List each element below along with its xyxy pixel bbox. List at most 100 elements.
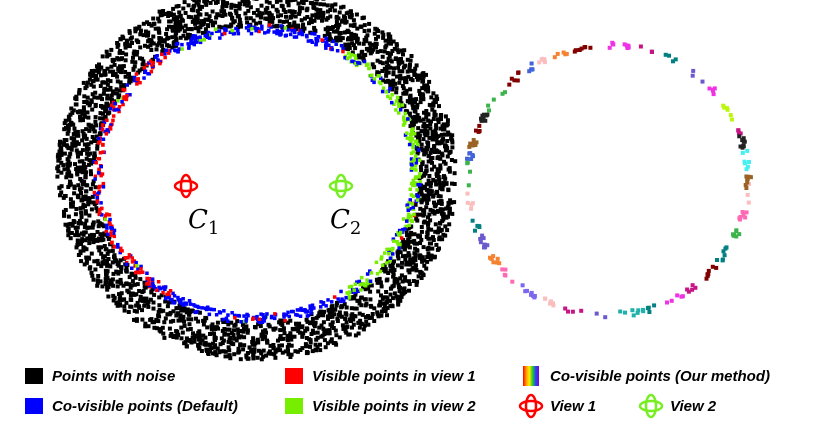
noise-point: [156, 309, 161, 314]
noise-point: [380, 69, 385, 73]
noise-point: [303, 0, 308, 2]
noise-point: [414, 263, 418, 268]
noise-point: [199, 19, 204, 24]
noise-point: [431, 194, 436, 199]
noise-point: [84, 127, 89, 132]
noise-point: [255, 337, 260, 342]
surface-point: [214, 29, 219, 33]
noise-point: [143, 324, 148, 329]
noise-point: [426, 178, 431, 183]
noise-point: [414, 116, 419, 121]
noise-point: [134, 50, 139, 54]
noise-point: [65, 162, 70, 167]
noise-point: [155, 318, 159, 323]
noise-point: [292, 20, 297, 25]
noise-point: [424, 205, 429, 210]
noise-point: [334, 333, 339, 338]
noise-point: [66, 228, 71, 233]
noise-point: [167, 326, 172, 331]
noise-point: [89, 98, 94, 103]
noise-point: [186, 3, 191, 8]
noise-point: [286, 25, 291, 30]
noise-point: [84, 255, 89, 260]
surface-point: [226, 313, 230, 317]
noise-point: [101, 255, 106, 260]
noise-point: [368, 45, 373, 50]
surface-point: [394, 108, 398, 112]
noise-point: [58, 139, 63, 144]
surface-point: [397, 228, 402, 233]
covisible-point: [690, 283, 695, 288]
noise-point: [258, 324, 263, 329]
surface-point: [228, 30, 233, 35]
noise-point: [312, 28, 317, 32]
noise-point: [184, 344, 189, 349]
noise-point: [338, 35, 343, 40]
noise-point: [215, 0, 220, 4]
surface-point: [283, 26, 288, 30]
noise-point: [452, 171, 457, 176]
noise-point: [76, 183, 81, 188]
surface-point: [260, 27, 264, 31]
noise-point: [183, 11, 188, 15]
noise-point: [97, 62, 101, 67]
noise-point: [174, 15, 179, 20]
noise-point: [401, 76, 406, 81]
noise-point: [222, 9, 227, 14]
noise-point: [227, 24, 232, 29]
surface-point: [354, 61, 358, 66]
noise-point: [101, 116, 106, 121]
surface-point: [171, 291, 175, 296]
noise-point: [206, 17, 211, 22]
noise-point: [166, 14, 171, 18]
surface-point: [118, 250, 122, 255]
noise-point: [446, 214, 450, 219]
noise-point: [79, 259, 84, 264]
covisible-point: [720, 258, 725, 263]
noise-point: [65, 131, 70, 136]
noise-point: [222, 332, 227, 337]
legend-swatch: [523, 366, 539, 386]
noise-point: [66, 126, 71, 131]
noise-point: [237, 1, 242, 6]
noise-point: [261, 348, 266, 353]
noise-point: [69, 221, 74, 226]
noise-point: [399, 294, 404, 299]
surface-point: [372, 77, 377, 81]
noise-point: [242, 343, 247, 348]
noise-point: [105, 78, 110, 83]
covisible-point: [507, 82, 512, 87]
noise-point: [130, 291, 135, 296]
noise-point: [437, 177, 442, 182]
noise-point: [59, 160, 64, 165]
covisible-point: [588, 45, 593, 50]
noise-point: [204, 2, 209, 7]
noise-point: [138, 277, 143, 282]
covisible-point: [491, 260, 496, 265]
noise-point: [387, 34, 391, 39]
noise-point: [355, 26, 360, 31]
noise-point: [395, 253, 400, 258]
noise-point: [86, 255, 91, 260]
noise-point: [92, 151, 97, 156]
noise-point: [428, 150, 433, 155]
noise-point: [62, 140, 67, 145]
noise-point: [228, 11, 232, 16]
noise-point: [406, 237, 411, 242]
noise-point: [179, 336, 184, 341]
noise-point: [62, 151, 67, 156]
noise-point: [407, 253, 412, 258]
surface-point: [401, 227, 405, 232]
noise-point: [367, 41, 372, 46]
covisible-point: [722, 253, 727, 258]
surface-point: [415, 157, 420, 162]
noise-point: [417, 253, 422, 258]
surface-point: [327, 43, 331, 47]
noisy-ring: [55, 0, 458, 362]
noise-point: [334, 39, 339, 43]
covisible-point: [625, 46, 630, 50]
noise-point: [382, 66, 387, 71]
noise-point: [314, 348, 319, 353]
noise-point: [149, 23, 154, 28]
surface-point: [112, 245, 116, 249]
